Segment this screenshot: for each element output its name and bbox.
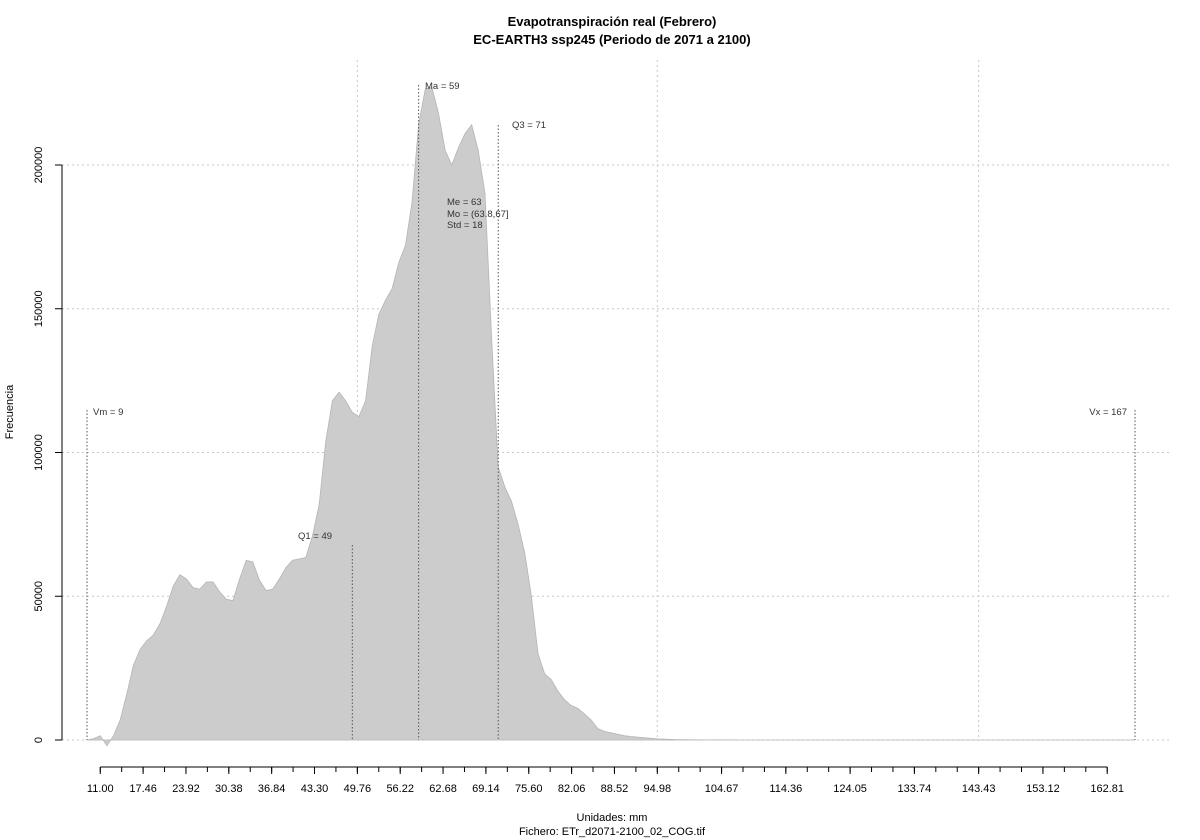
annotation-q3: Q3 = 71 xyxy=(512,120,546,131)
annotation-std: Std = 18 xyxy=(447,220,483,231)
y-axis-label: Frecuencia xyxy=(4,384,16,439)
annotation-mo: Mo = (63.8,67] xyxy=(447,209,509,220)
chart-subtitle: EC-EARTH3 ssp245 (Periodo de 2071 a 2100… xyxy=(473,32,750,47)
x-tick-label: 23.92 xyxy=(172,783,200,795)
x-tick-label: 43.30 xyxy=(301,783,329,795)
x-tick-label: 17.46 xyxy=(129,783,157,795)
x-tick-label: 114.36 xyxy=(769,783,802,795)
y-tick-label: 100000 xyxy=(33,434,45,471)
x-tick-label: 153.12 xyxy=(1026,783,1060,795)
x-tick-label: 94.98 xyxy=(644,783,672,795)
chart-title: Evapotranspiración real (Febrero) xyxy=(508,14,717,29)
x-tick-label: 56.22 xyxy=(386,783,414,795)
y-tick-label: 150000 xyxy=(33,290,45,327)
x-tick-label: 162.81 xyxy=(1090,783,1124,795)
y-tick-label: 0 xyxy=(33,737,45,743)
x-tick-label: 75.60 xyxy=(515,783,543,795)
x-tick-label: 30.38 xyxy=(215,783,243,795)
density-curve xyxy=(86,86,1135,747)
statistic-markers xyxy=(86,85,1136,740)
x-tick-label: 133.74 xyxy=(898,783,932,795)
density-area xyxy=(86,86,1135,747)
y-axis: 0 50000 100000 150000 200000 xyxy=(33,147,63,743)
x-axis: 11.00 17.46 23.92 30.38 36.84 43.30 49.76 56.22… xyxy=(87,766,1124,795)
x-tick-label: 143.43 xyxy=(962,783,996,795)
x-tick-label: 124.05 xyxy=(833,783,867,795)
annotation-me: Me = 63 xyxy=(447,197,482,208)
annotation-ma: Ma = 59 xyxy=(425,81,460,92)
x-tick-label: 49.76 xyxy=(344,783,372,795)
x-tick-label: 11.00 xyxy=(87,783,114,795)
x-tick-label: 88.52 xyxy=(601,783,629,795)
x-tick-label: 69.14 xyxy=(472,783,500,795)
annotation-q1: Q1 = 49 xyxy=(298,531,332,542)
y-tick-label: 200000 xyxy=(33,147,45,184)
x-tick-label: 62.68 xyxy=(429,783,457,795)
y-tick-label: 50000 xyxy=(33,581,45,612)
file-caption: Fichero: ETr_d2071-2100_02_COG.tif xyxy=(519,826,706,838)
x-tick-label: 104.67 xyxy=(705,783,739,795)
x-axis-label: Unidades: mm xyxy=(577,812,648,824)
x-tick-label: 82.06 xyxy=(558,783,586,795)
annotation-vm: Vm = 9 xyxy=(93,407,123,418)
annotation-vx: Vx = 167 xyxy=(1089,407,1127,418)
x-tick-label: 36.84 xyxy=(258,783,286,795)
